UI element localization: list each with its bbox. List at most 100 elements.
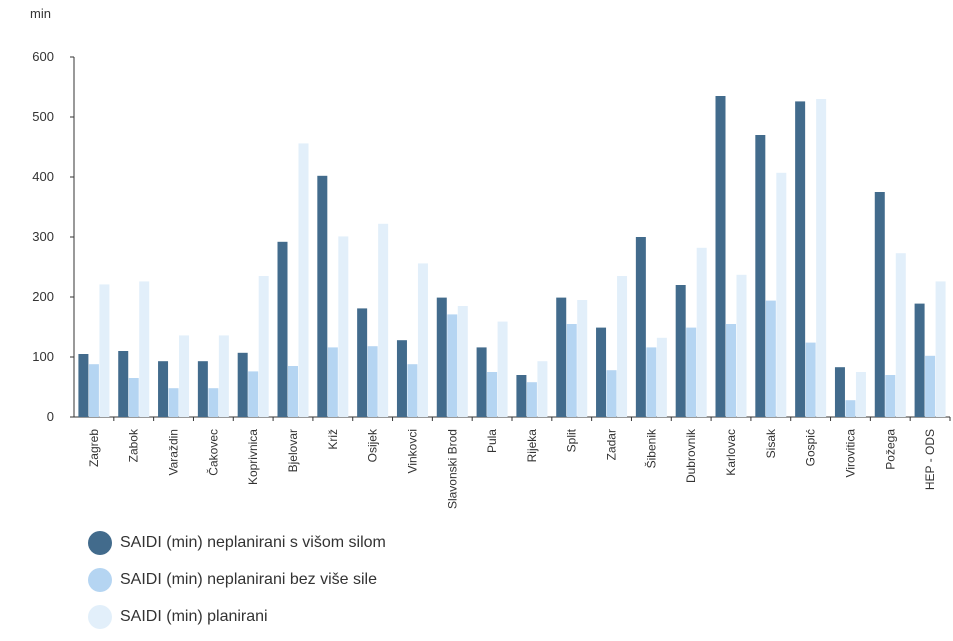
bar-1-split <box>556 297 567 417</box>
bar-2-šibenik <box>646 347 657 417</box>
x-tick-label: Rijeka <box>525 429 539 463</box>
bar-2-zadar <box>606 370 617 417</box>
bar-3-split <box>577 300 588 417</box>
bar-1-slavonski-brod <box>436 297 447 417</box>
bar-3-varaždin <box>179 335 190 417</box>
bar-1-rijeka <box>516 375 527 417</box>
bar-3-karlovac <box>736 274 747 417</box>
bar-1-varaždin <box>158 361 169 417</box>
bar-3-koprivnica <box>258 276 269 417</box>
bar-1-virovitica <box>834 367 845 417</box>
bar-3-križ <box>338 236 349 417</box>
bar-3-sisak <box>776 172 787 417</box>
bar-3-hep-ods <box>935 281 946 417</box>
bar-1-šibenik <box>635 237 646 417</box>
legend: SAIDI (min) neplanirani s višom silom SA… <box>88 530 386 641</box>
bar-2-sisak <box>765 300 776 417</box>
bar-1-požega <box>874 192 885 417</box>
bar-2-bjelovar <box>288 366 298 417</box>
bar-2-zagreb <box>88 364 99 417</box>
bar-1-osijek <box>357 308 368 417</box>
bar-1-pula <box>476 347 487 417</box>
bar-1-bjelovar <box>277 241 288 417</box>
x-tick-label: Bjelovar <box>286 429 300 472</box>
x-tick-label: Koprivnica <box>246 429 260 485</box>
legend-swatch-series-2 <box>88 568 112 592</box>
bar-2-slavonski-brod <box>447 314 458 417</box>
bar-2-varaždin <box>168 388 179 417</box>
x-tick-label: Karlovac <box>724 429 738 476</box>
y-tick-label: 300 <box>32 229 54 244</box>
bar-2-koprivnica <box>248 371 259 417</box>
x-tick-label: Požega <box>883 429 897 470</box>
x-tick-label: Virovitica <box>843 429 857 478</box>
bar-1-čakovec <box>197 361 208 417</box>
bar-1-zabok <box>118 351 129 417</box>
bar-2-križ <box>327 347 338 417</box>
bar-3-dubrovnik <box>696 247 707 417</box>
x-tick-label: Sisak <box>764 428 778 458</box>
x-tick-label: Čakovec <box>205 429 220 476</box>
x-tick-label: Split <box>565 428 579 452</box>
y-tick-label: 500 <box>32 109 54 124</box>
bar-3-zabok <box>139 281 150 417</box>
legend-label-series-1: SAIDI (min) neplanirani s višom silom <box>120 534 386 551</box>
bar-1-vinkovci <box>396 340 407 417</box>
legend-item-series-1: SAIDI (min) neplanirani s višom silom <box>88 530 386 556</box>
x-tick-label: Osijek <box>366 428 380 462</box>
x-tick-label: Zadar <box>605 429 619 460</box>
bar-2-čakovec <box>208 388 219 417</box>
bar-2-karlovac <box>726 324 736 417</box>
bar-3-bjelovar <box>298 143 309 417</box>
bar-2-virovitica <box>845 400 856 417</box>
y-tick-label: 600 <box>32 49 54 64</box>
bar-2-dubrovnik <box>686 327 697 417</box>
bar-1-zagreb <box>78 354 89 417</box>
bar-1-križ <box>317 175 328 417</box>
bar-1-gospić <box>795 101 806 418</box>
bar-3-požega <box>895 253 906 417</box>
legend-label-series-3: SAIDI (min) planirani <box>120 608 268 625</box>
x-tick-label: Varaždin <box>167 429 181 475</box>
y-tick-label: 400 <box>32 169 54 184</box>
bar-3-zagreb <box>99 284 110 417</box>
bar-2-rijeka <box>526 382 537 417</box>
x-tick-label: Šibenik <box>643 428 658 468</box>
bar-3-osijek <box>378 223 389 417</box>
bar-3-šibenik <box>656 337 667 417</box>
bar-1-koprivnica <box>237 352 248 417</box>
bar-1-zadar <box>596 327 607 417</box>
bar-3-čakovec <box>218 335 229 417</box>
bar-1-dubrovnik <box>675 285 686 417</box>
legend-swatch-series-1 <box>88 531 112 555</box>
legend-swatch-series-3 <box>88 605 112 629</box>
x-tick-label: Slavonski Brod <box>445 429 459 509</box>
x-tick-label: Gospić <box>804 429 818 466</box>
bar-1-hep-ods <box>914 303 925 417</box>
bar-2-požega <box>885 375 896 417</box>
legend-item-series-3: SAIDI (min) planirani <box>88 604 386 630</box>
bar-3-rijeka <box>537 361 548 417</box>
x-tick-label: Vinkovci <box>405 429 419 473</box>
bar-3-slavonski-brod <box>457 306 468 417</box>
bar-2-split <box>566 324 577 417</box>
x-tick-label: Zagreb <box>87 429 101 467</box>
bar-2-gospić <box>805 342 816 417</box>
bar-2-hep-ods <box>925 355 936 417</box>
x-tick-label: Križ <box>326 429 340 450</box>
bar-2-pula <box>487 372 498 417</box>
bar-3-pula <box>497 321 508 417</box>
x-tick-label: Dubrovnik <box>684 428 698 483</box>
legend-label-series-2: SAIDI (min) neplanirani bez više sile <box>120 571 377 588</box>
legend-item-series-2: SAIDI (min) neplanirani bez više sile <box>88 567 386 593</box>
bar-2-zabok <box>128 378 139 417</box>
y-tick-label: 0 <box>47 409 54 424</box>
bar-1-karlovac <box>715 96 726 417</box>
x-tick-label: Pula <box>485 429 499 453</box>
y-axis-unit-label: min <box>30 6 51 21</box>
bar-3-vinkovci <box>417 263 428 417</box>
y-tick-label: 200 <box>32 289 54 304</box>
bar-2-vinkovci <box>407 364 418 417</box>
y-tick-label: 100 <box>32 349 54 364</box>
